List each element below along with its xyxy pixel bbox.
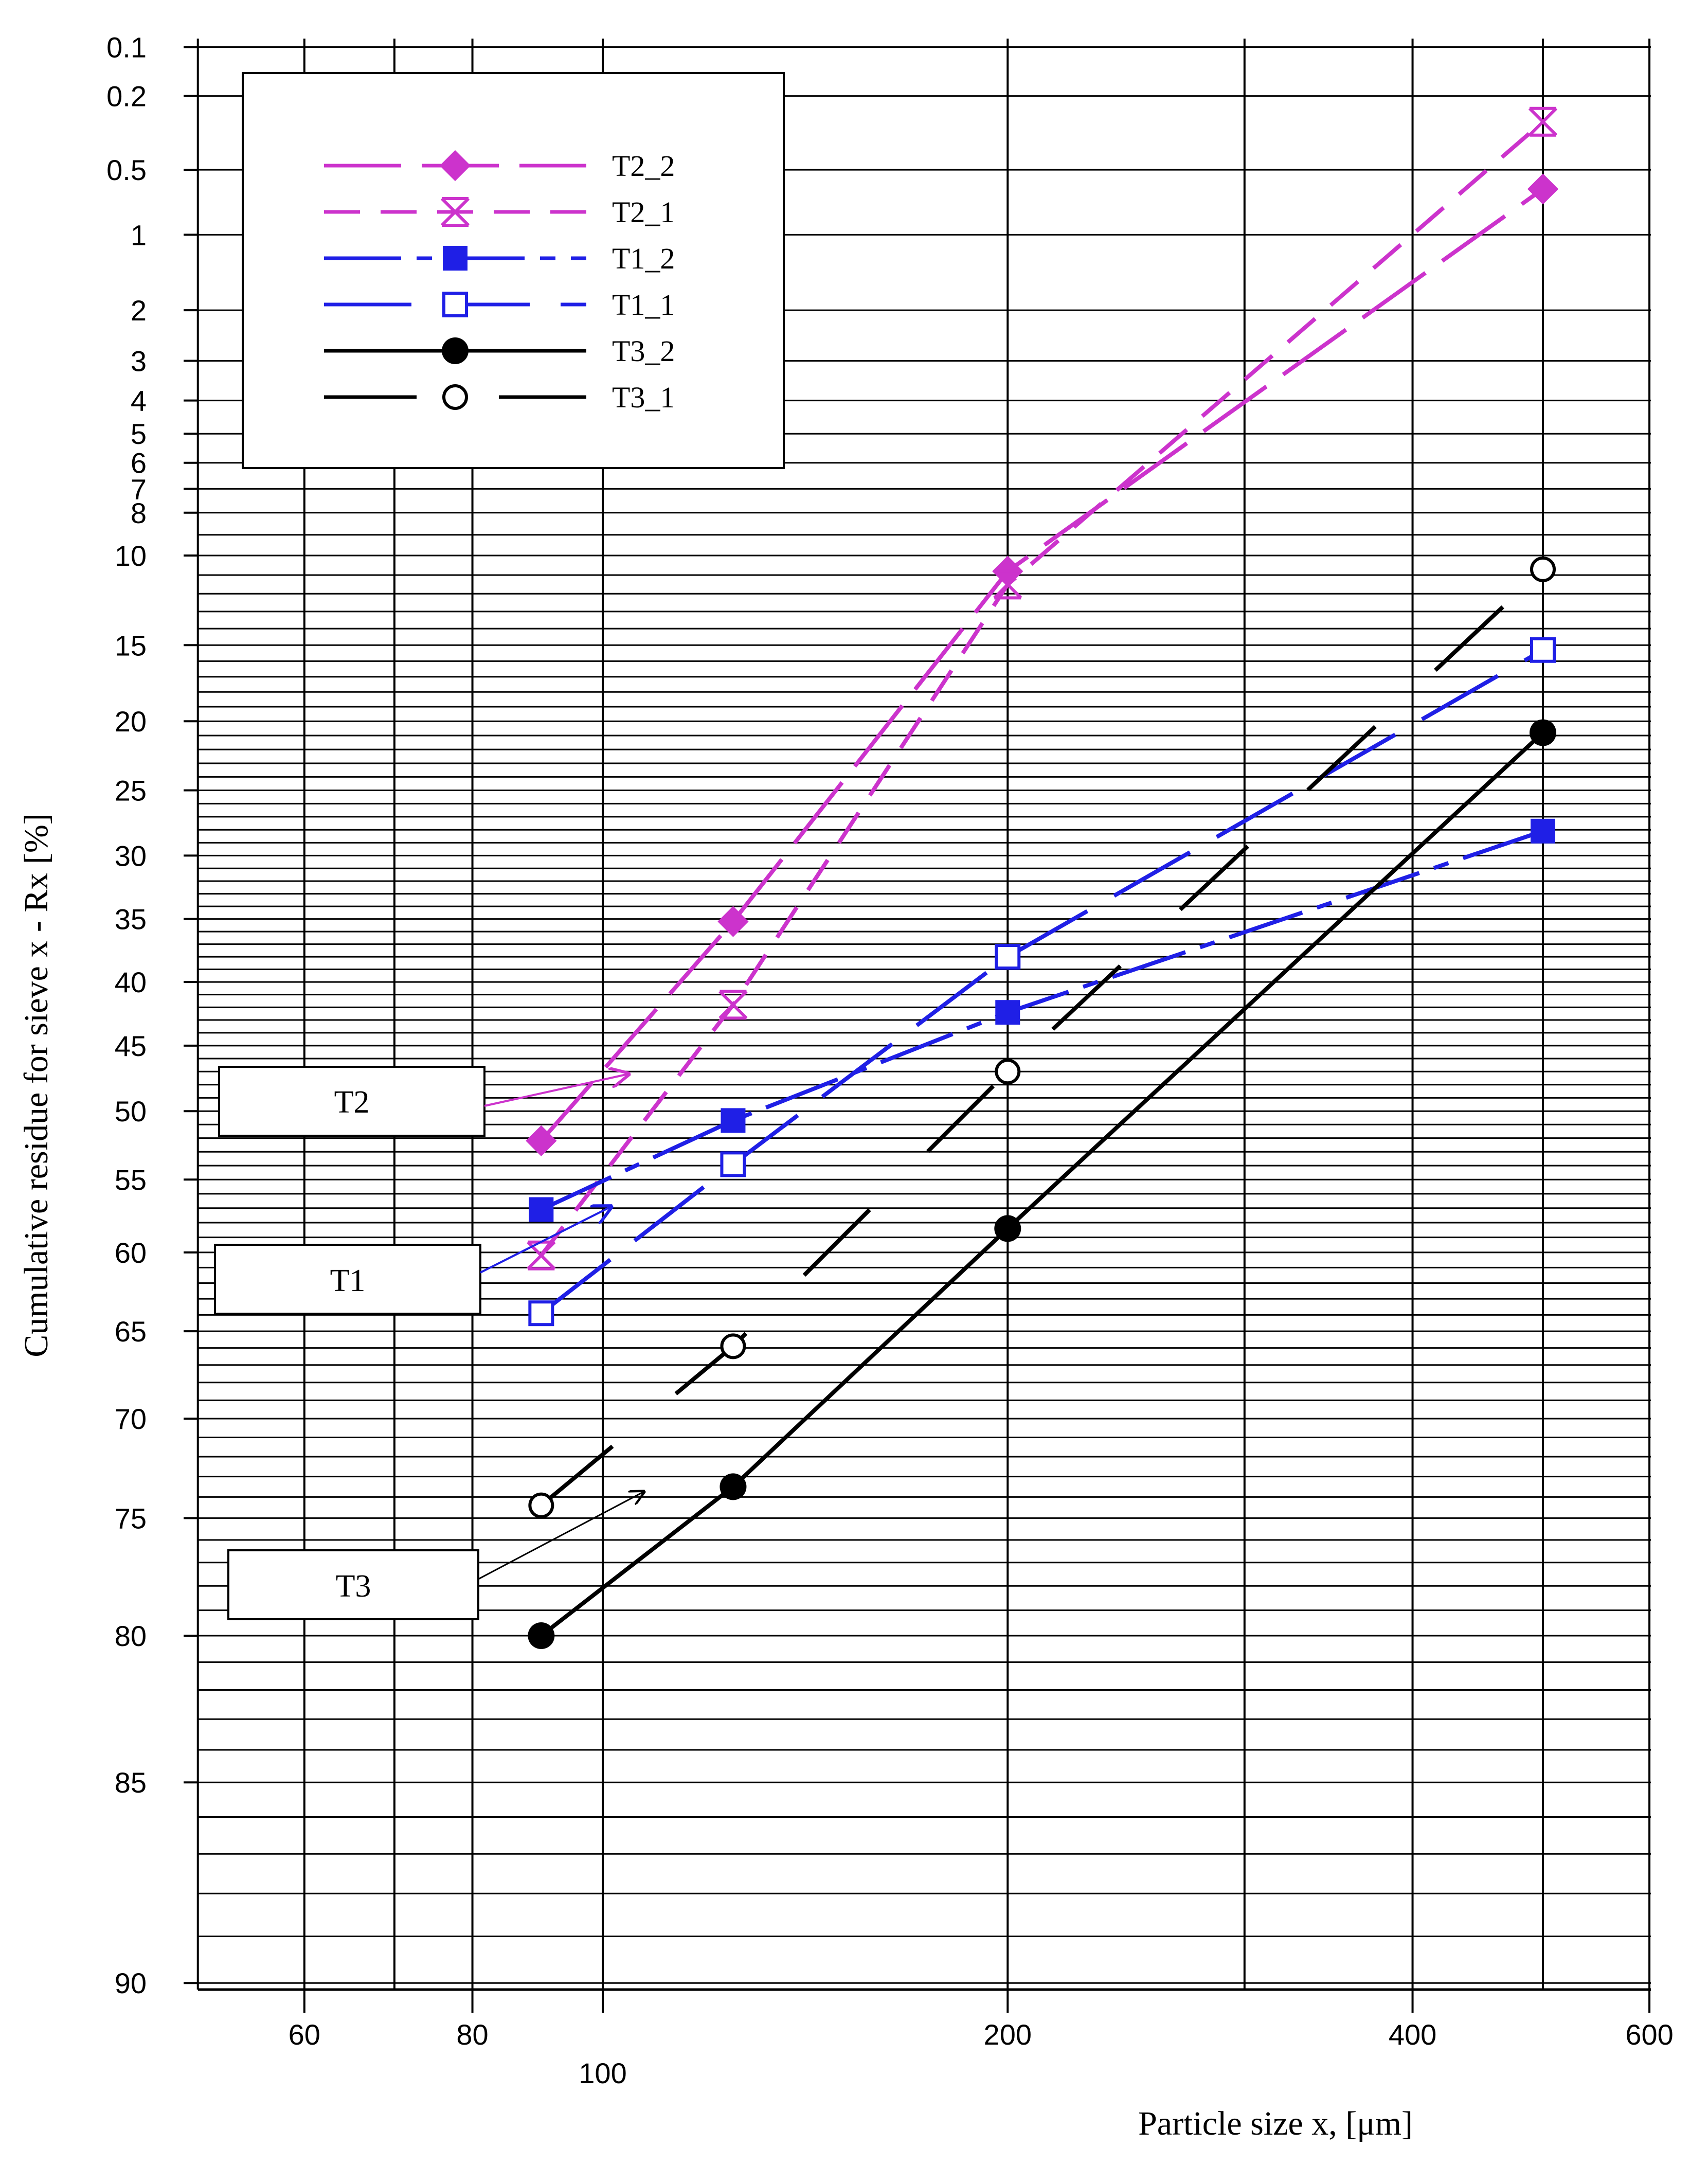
y-tick-label: 85 (115, 1766, 147, 1799)
legend-item-t1-2: T1_2 (324, 242, 675, 275)
data-point-t3-2 (994, 1215, 1021, 1242)
data-point-t3-2 (720, 1473, 747, 1500)
y-tick-label: 2 (131, 294, 147, 327)
data-point-t2-1 (1528, 106, 1558, 137)
y-tick-label: 60 (115, 1237, 147, 1269)
series-lines (540, 120, 1544, 1638)
data-point-t2-1 (718, 990, 748, 1020)
data-point-t3-1 (720, 1333, 746, 1359)
callout-t1-label: T1 (330, 1263, 366, 1298)
y-tick-label: 8 (131, 497, 147, 529)
legend-item-t2-1: T2_1 (324, 195, 675, 229)
callout-t3-arrow (478, 1492, 644, 1580)
legend-label: T2_1 (612, 195, 675, 229)
y-tick-label: 50 (115, 1095, 147, 1127)
y-tick-label: 40 (115, 966, 147, 998)
callout-t3: T3 (227, 1492, 644, 1620)
series-line-t2-1 (540, 120, 1544, 1257)
y-tick-label: 5 (131, 418, 147, 450)
y-tick-label: 0.1 (106, 31, 147, 64)
callout-t2-arrow (484, 1074, 628, 1107)
y-tick-label: 10 (115, 540, 147, 572)
y-tick-label: 0.5 (106, 154, 147, 186)
legend-marker (442, 337, 469, 364)
callout-t3-label: T3 (336, 1569, 371, 1604)
y-tick-label: 90 (115, 1967, 147, 1999)
data-point-t1-1 (995, 944, 1021, 970)
data-point-t2-2 (1527, 173, 1559, 205)
y-tick-label: 45 (115, 1030, 147, 1062)
x-tick-labels: 60 80 100 200 400 600 (289, 1990, 1674, 2089)
series-line-t1-2 (540, 829, 1544, 1212)
legend-label: T1_2 (612, 242, 675, 275)
data-point-t1-1 (1530, 637, 1556, 663)
legend-marker (440, 197, 470, 227)
legend-label: T3_1 (612, 381, 675, 414)
callout-t2-label: T2 (334, 1085, 370, 1120)
y-tick-label: 55 (115, 1163, 147, 1196)
x-tick-label: 60 (289, 2018, 320, 2051)
series-line-t2-2 (540, 187, 1544, 1142)
data-point-t1-2 (721, 1108, 746, 1133)
y-tick-label: 30 (115, 839, 147, 872)
legend-label: T1_1 (612, 288, 675, 321)
y-tick-label: 4 (131, 385, 147, 417)
callout-t1-arrow (480, 1207, 611, 1274)
y-tick-label: 35 (115, 903, 147, 936)
legend-item-t1-1: T1_1 (324, 288, 675, 321)
y-tick-label: 7 (131, 473, 147, 505)
legend-marker (443, 246, 468, 271)
data-point-t2-2 (717, 906, 749, 937)
legend-marker (439, 150, 471, 182)
y-tick-label: 65 (115, 1315, 147, 1348)
data-point-t1-2 (529, 1197, 554, 1222)
y-axis-title: Cumulative residue for sieve x - Rx [%] (17, 813, 55, 1357)
legend-marker (442, 384, 468, 410)
y-tick-label: 80 (115, 1620, 147, 1652)
callout-t1: T1 (214, 1207, 611, 1315)
x-tick-label: 100 (579, 2057, 626, 2089)
legend-items: T2_2 T2_1 T1_2 T1_1 T3_2 T3_1 (324, 149, 675, 414)
legend-label: T2_2 (612, 149, 675, 183)
y-tick-label: 75 (115, 1502, 147, 1534)
series-line-t1-1 (540, 648, 1544, 1315)
y-tick-label: 0.2 (106, 80, 147, 113)
x-tick-label: 200 (984, 2018, 1032, 2051)
legend-label: T3_2 (612, 334, 675, 368)
x-tick-label: 80 (456, 2018, 488, 2051)
legend: T2_2 T2_1 T1_2 T1_1 T3_2 T3_1 (242, 72, 785, 469)
legend-item-t3-1: T3_1 (324, 381, 675, 414)
data-point-t3-1 (528, 1492, 554, 1518)
data-point-t3-1 (1530, 556, 1556, 582)
y-tick-label: 15 (115, 629, 147, 661)
y-tick-label: 20 (115, 705, 147, 738)
data-point-t2-2 (526, 1125, 557, 1157)
series-line-t3-2 (540, 731, 1544, 1638)
data-point-t3-2 (1530, 719, 1556, 746)
data-point-t3-2 (528, 1622, 555, 1649)
legend-marker (442, 292, 468, 317)
data-point-t3-1 (995, 1059, 1021, 1085)
legend-item-t2-2: T2_2 (324, 149, 675, 183)
x-tick-label: 600 (1625, 2018, 1673, 2051)
x-tick-label: 400 (1389, 2018, 1436, 2051)
legend-item-t3-2: T3_2 (324, 334, 675, 368)
data-point-t1-1 (720, 1151, 746, 1177)
y-tick-label: 1 (131, 219, 147, 251)
callout-t2: T2 (218, 1066, 628, 1137)
legend-box (242, 72, 785, 469)
data-markers (526, 106, 1559, 1649)
y-tick-label: 70 (115, 1403, 147, 1435)
data-point-t1-2 (995, 1000, 1020, 1025)
y-tick-label: 25 (115, 775, 147, 807)
data-point-t2-1 (993, 569, 1022, 600)
y-tick-label: 6 (131, 447, 147, 479)
data-point-t1-1 (528, 1300, 554, 1327)
y-tick-labels: 0.10.20.51234567810152025303540455055606… (106, 31, 198, 1999)
x-axis-title: Particle size x, [μm] (1138, 2105, 1413, 2142)
y-tick-label: 3 (131, 345, 147, 378)
data-point-t1-2 (1531, 818, 1555, 844)
